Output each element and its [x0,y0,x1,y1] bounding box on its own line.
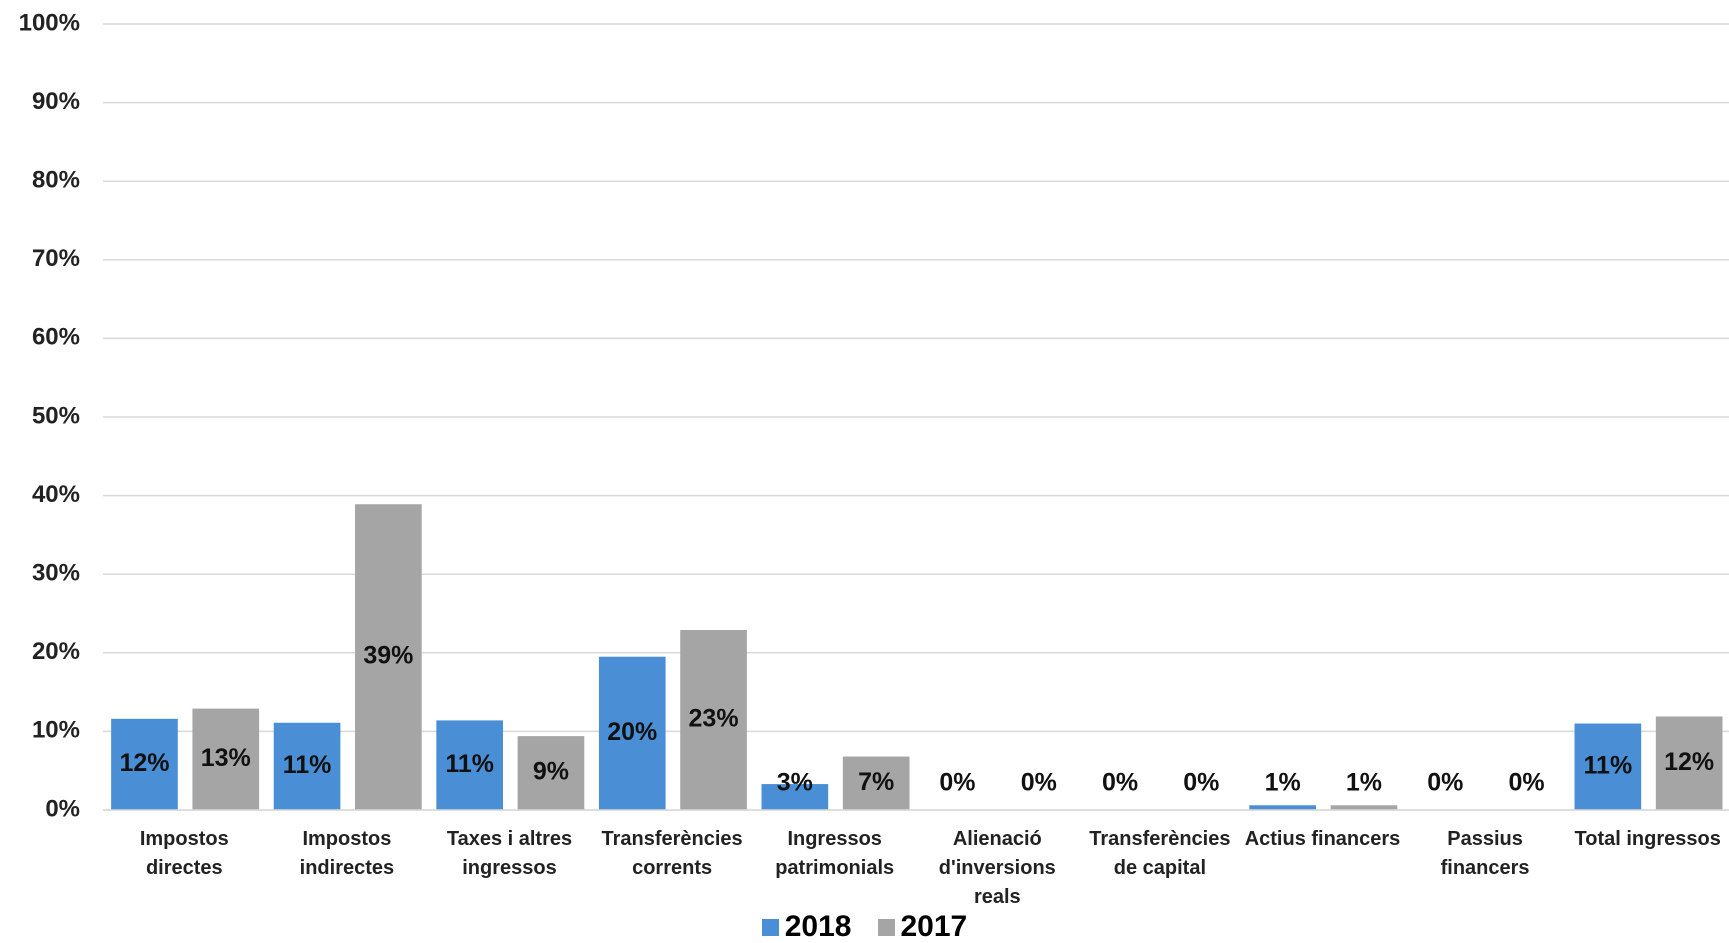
data-label: 0% [939,769,975,797]
data-label: 0% [1183,769,1219,797]
x-tick-label: Ingressos patrimonials [775,828,895,879]
data-label: 11% [1584,751,1633,779]
bar [192,708,260,810]
x-tick-label: Actius financers [1244,828,1401,850]
bar [842,756,910,810]
data-label: 0% [1427,769,1463,797]
data-label: 0% [1021,769,1057,797]
y-tick-label: 100% [19,9,80,36]
x-tick-label: Transferències de capital [1089,828,1231,879]
y-tick-label: 30% [32,560,80,587]
x-tick-label: Alienació d'inversions reals [938,828,1056,908]
legend-item: 2018 [761,910,852,943]
bar [598,656,666,810]
x-tick-label: Passius financers [1440,828,1530,879]
data-label: 39% [363,642,413,670]
data-label: 1% [1346,769,1382,797]
y-tick-label: 70% [32,245,80,272]
data-label: 23% [689,705,739,733]
x-tick-label: Impostos indirectes [299,828,395,879]
x-tick-label: Impostos directes [139,828,229,879]
data-label: 20% [607,718,657,746]
legend: 2018 2017 [0,910,1729,943]
bar [761,784,829,810]
bar [1330,805,1398,810]
x-tick-label: Taxes i altres ingressos [446,828,573,879]
y-tick-label: 60% [32,324,80,351]
legend-swatch [877,918,895,936]
bar [1249,805,1316,810]
x-tick-label: Total ingressos [1574,828,1721,850]
data-label: 1% [1265,769,1301,797]
legend-label: 2017 [900,910,968,943]
y-tick-label: 10% [32,717,80,744]
data-label: 13% [201,744,251,772]
data-label: 7% [858,768,894,796]
data-label: 11% [445,750,494,778]
y-tick-label: 0% [45,795,80,822]
y-tick-label: 50% [32,402,80,429]
data-label: 9% [533,758,569,786]
x-tick-label: Transferències corrents [601,828,743,879]
data-label: 12% [119,749,169,777]
data-label: 3% [777,769,813,797]
bar [517,736,585,810]
bar [355,504,422,810]
data-label: 0% [1102,769,1138,797]
legend-label: 2018 [784,910,852,943]
bar [273,722,341,810]
y-tick-label: 40% [32,481,80,508]
legend-item: 2017 [877,910,968,943]
bar [1655,716,1723,810]
y-tick-label: 20% [32,638,80,665]
bar [680,630,747,810]
bar [1574,723,1642,810]
data-label: 12% [1664,748,1714,776]
legend-swatch [761,918,779,936]
data-label: 11% [283,751,332,779]
bar [111,718,178,810]
y-tick-label: 90% [32,88,80,115]
y-tick-label: 80% [32,167,80,194]
bar [436,720,503,810]
data-label: 0% [1508,769,1544,797]
